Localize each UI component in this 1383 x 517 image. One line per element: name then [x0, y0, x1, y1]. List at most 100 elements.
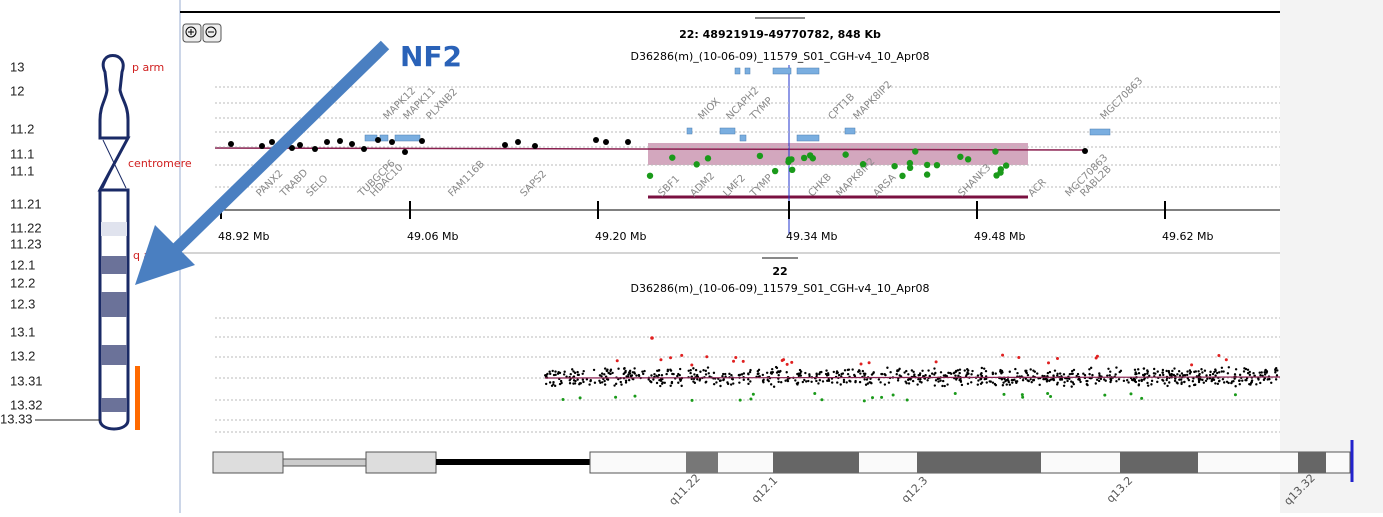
probe [785, 159, 791, 165]
probe [699, 371, 701, 373]
probe [1230, 382, 1232, 384]
probe [337, 138, 343, 144]
probe [789, 167, 795, 173]
probe [907, 379, 909, 381]
probe [715, 381, 717, 383]
probe [552, 381, 554, 383]
probe [1141, 379, 1143, 381]
probe [617, 368, 619, 370]
probe [593, 369, 595, 371]
probe [650, 374, 652, 376]
probe [907, 373, 909, 375]
probe [1137, 368, 1139, 370]
probe [863, 374, 865, 376]
callout-label: NF2 [400, 40, 462, 73]
probe [799, 369, 801, 371]
probe [1168, 381, 1170, 383]
probe [1119, 371, 1121, 373]
probe [926, 379, 928, 381]
probe [502, 142, 508, 148]
probe [868, 361, 871, 364]
probe [966, 368, 968, 370]
probe [858, 370, 860, 372]
probe [625, 375, 627, 377]
probe [1162, 369, 1164, 371]
probe [949, 372, 951, 374]
probe [946, 383, 948, 385]
probe [847, 369, 849, 371]
probe [776, 367, 778, 369]
probe [1241, 380, 1243, 382]
probe [544, 374, 546, 376]
probe [742, 360, 745, 363]
probe [1249, 374, 1251, 376]
probe [1046, 392, 1049, 395]
probe [643, 370, 645, 372]
probe [652, 378, 654, 380]
probe [614, 396, 617, 399]
probe [1206, 378, 1208, 380]
probe [707, 366, 709, 368]
probe [552, 370, 554, 372]
probe [1213, 379, 1215, 381]
probe [777, 381, 779, 383]
probe [818, 373, 820, 375]
probe [1244, 379, 1246, 381]
gene-box [773, 68, 791, 74]
probe [647, 173, 653, 179]
probe [908, 382, 910, 384]
band-label: 12.2 [10, 275, 35, 290]
probe [781, 359, 784, 362]
probe [1221, 370, 1223, 372]
probe [853, 374, 855, 376]
band-label: q11.22 [666, 471, 702, 507]
probe [1009, 371, 1011, 373]
probe [992, 148, 998, 154]
probe [924, 171, 930, 177]
probe [1161, 379, 1163, 381]
probe [616, 359, 619, 362]
probe [1205, 380, 1207, 382]
probe [693, 161, 699, 167]
probe [1239, 374, 1241, 376]
probe [889, 371, 891, 373]
probe [1143, 367, 1145, 369]
axis-label: 48.92 Mb [218, 230, 269, 243]
probe [554, 385, 556, 387]
probe [730, 374, 732, 376]
probe [578, 374, 580, 376]
probe [810, 381, 812, 383]
probe [920, 381, 922, 383]
probe [1046, 380, 1048, 382]
probe [1011, 379, 1013, 381]
probe [1088, 373, 1090, 375]
probe [747, 383, 749, 385]
probe [1095, 357, 1098, 360]
probe [691, 399, 694, 402]
probe [1270, 382, 1272, 384]
probe [607, 378, 609, 380]
probe [757, 153, 763, 159]
band-label: 13.33 [0, 411, 33, 426]
probe [545, 383, 547, 385]
probe [692, 367, 694, 369]
probe [1162, 374, 1164, 376]
probe [1059, 372, 1061, 374]
probe [576, 378, 578, 380]
gene-label: SBF1 [656, 174, 682, 200]
gene-box [740, 135, 746, 141]
probe [867, 382, 869, 384]
probe [1197, 370, 1199, 372]
probe [1174, 377, 1176, 379]
probe [1190, 371, 1192, 373]
probe [879, 381, 881, 383]
probe [1109, 381, 1111, 383]
probe [1188, 379, 1190, 381]
probe [603, 373, 605, 375]
probe [820, 371, 822, 373]
probe [603, 139, 609, 145]
probe [1016, 372, 1018, 374]
gene-box [797, 135, 819, 141]
probe [980, 372, 982, 374]
probe [579, 396, 582, 399]
